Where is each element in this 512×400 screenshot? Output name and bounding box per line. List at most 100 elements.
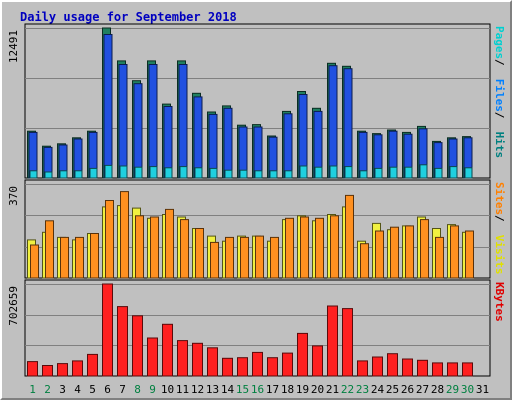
bar-files-day-19 bbox=[298, 94, 308, 179]
bar-sites-day-21 bbox=[330, 215, 339, 279]
bar-files-day-14 bbox=[223, 107, 233, 179]
bar-files-day-8 bbox=[133, 83, 143, 179]
day-label-7: 7 bbox=[119, 383, 126, 396]
bar-sites-day-30 bbox=[465, 230, 474, 279]
bar-kbytes-day-12 bbox=[192, 342, 203, 377]
bar-pages-day-6 bbox=[104, 164, 113, 179]
bar-kbytes-day-29 bbox=[447, 362, 458, 377]
bar-pages-day-11 bbox=[179, 166, 188, 179]
bar-kbytes-day-30 bbox=[462, 362, 473, 377]
bar-kbytes-day-28 bbox=[432, 362, 443, 377]
bar-sites-day-6 bbox=[105, 200, 114, 279]
bar-sites-day-27 bbox=[420, 219, 429, 279]
bar-files-day-11 bbox=[178, 64, 188, 179]
side-label-sites: Sites bbox=[493, 182, 506, 215]
bar-kbytes-day-7 bbox=[117, 306, 128, 377]
day-label-21: 21 bbox=[326, 383, 339, 396]
bar-kbytes-day-13 bbox=[207, 347, 218, 377]
bar-pages-day-12 bbox=[194, 167, 203, 179]
bar-pages-day-16 bbox=[254, 170, 263, 179]
bar-kbytes-day-3 bbox=[57, 363, 68, 377]
bar-sites-day-11 bbox=[180, 219, 189, 279]
bar-kbytes-day-20 bbox=[312, 345, 323, 377]
day-label-2: 2 bbox=[44, 383, 51, 396]
bar-pages-day-22 bbox=[344, 166, 353, 179]
bar-pages-day-4 bbox=[74, 170, 83, 179]
day-label-30: 30 bbox=[461, 383, 474, 396]
bar-sites-day-17 bbox=[270, 236, 279, 279]
bar-sites-day-19 bbox=[300, 216, 309, 279]
max-label-hits-files-pages: 12491 bbox=[7, 30, 20, 63]
bar-sites-day-7 bbox=[120, 191, 129, 279]
day-label-9: 9 bbox=[149, 383, 156, 396]
bar-sites-day-28 bbox=[435, 236, 444, 279]
bar-pages-day-5 bbox=[89, 167, 98, 179]
bar-kbytes-day-2 bbox=[42, 365, 53, 377]
bar-kbytes-day-26 bbox=[402, 358, 413, 377]
bar-kbytes-day-25 bbox=[387, 353, 398, 377]
side-label-hits: Hits bbox=[493, 132, 506, 159]
side-label-separator: / bbox=[493, 112, 506, 119]
bar-pages-day-24 bbox=[374, 167, 383, 179]
bar-pages-day-21 bbox=[329, 165, 338, 179]
bar-kbytes-day-14 bbox=[222, 357, 233, 377]
day-label-12: 12 bbox=[191, 383, 204, 396]
bar-pages-day-13 bbox=[209, 167, 218, 179]
day-label-3: 3 bbox=[59, 383, 66, 396]
bar-sites-day-5 bbox=[90, 233, 99, 279]
day-label-23: 23 bbox=[356, 383, 369, 396]
day-label-24: 24 bbox=[371, 383, 385, 396]
day-label-22: 22 bbox=[341, 383, 354, 396]
side-label-files: Files bbox=[493, 79, 506, 112]
bar-pages-day-10 bbox=[164, 167, 173, 179]
bar-sites-day-22 bbox=[345, 194, 354, 279]
day-label-19: 19 bbox=[296, 383, 309, 396]
day-label-13: 13 bbox=[206, 383, 219, 396]
max-label-visits-sites: 370 bbox=[7, 186, 20, 206]
bar-kbytes-day-23 bbox=[357, 360, 368, 377]
bar-sites-day-14 bbox=[225, 236, 234, 279]
side-label-visits: Visits bbox=[493, 235, 506, 275]
bar-pages-day-15 bbox=[239, 169, 248, 179]
day-label-5: 5 bbox=[89, 383, 96, 396]
day-label-14: 14 bbox=[221, 383, 235, 396]
bar-sites-day-16 bbox=[255, 235, 264, 279]
bar-kbytes-day-4 bbox=[72, 360, 83, 377]
bar-kbytes-day-15 bbox=[237, 357, 248, 377]
bar-pages-day-20 bbox=[314, 166, 323, 179]
day-label-11: 11 bbox=[176, 383, 189, 396]
bar-files-day-6 bbox=[103, 34, 113, 179]
bar-kbytes-day-16 bbox=[252, 351, 263, 377]
bar-kbytes-day-19 bbox=[297, 332, 308, 377]
bar-sites-day-1 bbox=[30, 244, 39, 279]
day-label-4: 4 bbox=[74, 383, 81, 396]
side-label-kbytes: KBytes bbox=[493, 282, 506, 322]
side-label-pages: Pages bbox=[493, 26, 506, 59]
bar-files-day-9 bbox=[148, 64, 158, 179]
day-label-8: 8 bbox=[134, 383, 141, 396]
bar-files-day-7 bbox=[118, 64, 128, 179]
bar-sites-day-15 bbox=[240, 236, 249, 279]
bar-sites-day-9 bbox=[150, 216, 159, 279]
bar-sites-day-4 bbox=[75, 236, 84, 279]
day-label-15: 15 bbox=[236, 383, 249, 396]
side-label-separator: / bbox=[493, 59, 506, 66]
bar-sites-day-23 bbox=[360, 243, 369, 279]
bar-sites-day-24 bbox=[375, 230, 384, 279]
bar-pages-day-19 bbox=[299, 165, 308, 179]
day-label-20: 20 bbox=[311, 383, 324, 396]
bar-pages-day-28 bbox=[434, 167, 443, 179]
bar-pages-day-27 bbox=[419, 164, 428, 179]
bar-sites-day-12 bbox=[195, 228, 204, 279]
day-label-31: 31 bbox=[476, 383, 489, 396]
day-label-10: 10 bbox=[161, 383, 174, 396]
bar-pages-day-18 bbox=[284, 170, 293, 179]
day-label-1: 1 bbox=[29, 383, 36, 396]
bar-kbytes-day-1 bbox=[27, 361, 38, 377]
bar-kbytes-day-27 bbox=[417, 359, 428, 377]
bar-pages-day-30 bbox=[464, 167, 473, 179]
chart-title: Daily usage for September 2018 bbox=[20, 10, 237, 24]
bar-sites-day-3 bbox=[60, 236, 69, 279]
bar-sites-day-20 bbox=[315, 217, 324, 279]
